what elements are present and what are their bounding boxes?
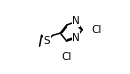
Text: S: S [44,36,50,46]
Text: N: N [72,16,80,26]
Text: Cl: Cl [92,25,102,35]
Text: N: N [72,33,80,43]
Text: Cl: Cl [61,52,72,62]
